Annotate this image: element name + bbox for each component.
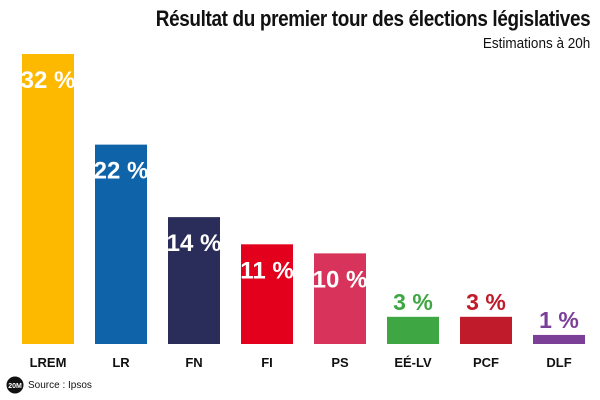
- bar-value-label-dlf: 1 %: [539, 307, 579, 333]
- category-label-dlf: DLF: [546, 355, 571, 370]
- category-label-lrem: LREM: [30, 355, 67, 370]
- bar-fn: [168, 217, 220, 344]
- bar-lr: [95, 144, 147, 344]
- bar-ee-lv: [387, 316, 439, 344]
- bar-ps: [314, 253, 366, 344]
- publisher-logo-text: 20M: [8, 383, 22, 390]
- bar-value-label-fi: 11 %: [240, 257, 293, 284]
- publisher-logo-icon: 20M: [6, 376, 24, 394]
- page-subtitle: Estimations à 20h: [482, 35, 590, 52]
- bar-dlf: [533, 334, 585, 344]
- bar-lrem: [22, 54, 74, 344]
- bar-value-label-lrem: 32 %: [21, 67, 76, 94]
- category-label-fn: FN: [185, 355, 202, 370]
- bar-pcf: [460, 316, 512, 344]
- bar-value-label-ee-lv: 3 %: [393, 289, 433, 315]
- source-label: Source : Ipsos: [28, 379, 92, 391]
- bar-value-label-fn: 14 %: [167, 230, 222, 257]
- category-label-pcf: PCF: [473, 355, 499, 370]
- category-label-lr: LR: [112, 355, 130, 370]
- footer: 20M Source : Ipsos: [6, 376, 92, 394]
- page-title: Résultat du premier tour des élections l…: [155, 6, 590, 31]
- bar-value-label-ps: 10 %: [313, 266, 368, 293]
- bar-fi: [241, 244, 293, 344]
- bar-value-label-pcf: 3 %: [466, 289, 506, 315]
- bar-value-label-lr: 22 %: [94, 158, 149, 185]
- category-label-ps: PS: [331, 355, 349, 370]
- category-label-ee-lv: EÉ-LV: [394, 355, 432, 370]
- category-label-fi: FI: [261, 355, 273, 370]
